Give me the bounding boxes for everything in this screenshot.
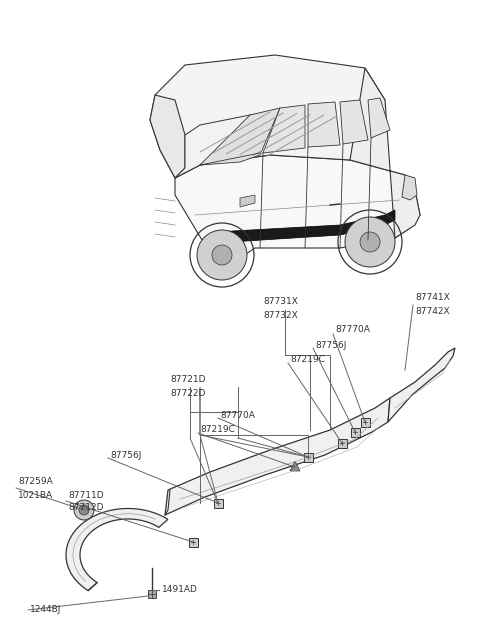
Text: 1491AD: 1491AD: [162, 586, 198, 595]
Text: 87741X: 87741X: [415, 294, 450, 303]
Text: 87219C: 87219C: [200, 426, 235, 435]
Circle shape: [345, 217, 395, 267]
Polygon shape: [189, 538, 197, 547]
Text: 87756J: 87756J: [315, 340, 347, 349]
Text: 87219C: 87219C: [290, 355, 325, 365]
Polygon shape: [148, 590, 156, 598]
Text: 87712D: 87712D: [68, 504, 104, 513]
Polygon shape: [214, 499, 223, 508]
Polygon shape: [175, 155, 420, 265]
Polygon shape: [350, 68, 420, 238]
Circle shape: [79, 505, 89, 515]
Polygon shape: [263, 105, 305, 153]
Polygon shape: [360, 417, 370, 426]
Polygon shape: [337, 438, 347, 447]
Circle shape: [360, 232, 380, 252]
Text: 87722D: 87722D: [170, 388, 205, 397]
Text: 87259A: 87259A: [18, 477, 53, 486]
Text: 87770A: 87770A: [335, 326, 370, 335]
Text: 1244BJ: 1244BJ: [30, 605, 61, 614]
Polygon shape: [150, 55, 385, 178]
Polygon shape: [303, 452, 312, 461]
Text: 87721D: 87721D: [170, 376, 205, 385]
Text: 87732X: 87732X: [263, 310, 298, 319]
Polygon shape: [175, 112, 270, 178]
Polygon shape: [200, 108, 280, 165]
Polygon shape: [340, 100, 368, 144]
Circle shape: [212, 245, 232, 265]
Polygon shape: [402, 175, 417, 200]
Polygon shape: [368, 98, 390, 138]
Polygon shape: [66, 509, 168, 591]
Polygon shape: [240, 195, 255, 207]
Text: 87731X: 87731X: [263, 298, 298, 307]
Polygon shape: [350, 428, 360, 436]
Text: 87770A: 87770A: [220, 410, 255, 419]
Polygon shape: [150, 95, 185, 178]
Text: 87711D: 87711D: [68, 490, 104, 499]
Polygon shape: [388, 348, 455, 422]
Polygon shape: [208, 210, 395, 245]
Circle shape: [197, 230, 247, 280]
Polygon shape: [308, 102, 340, 147]
Polygon shape: [165, 398, 390, 515]
Text: 87756J: 87756J: [110, 451, 142, 460]
Circle shape: [74, 500, 94, 520]
Polygon shape: [290, 461, 300, 471]
Text: 87742X: 87742X: [415, 307, 450, 316]
Text: 1021BA: 1021BA: [18, 490, 53, 499]
